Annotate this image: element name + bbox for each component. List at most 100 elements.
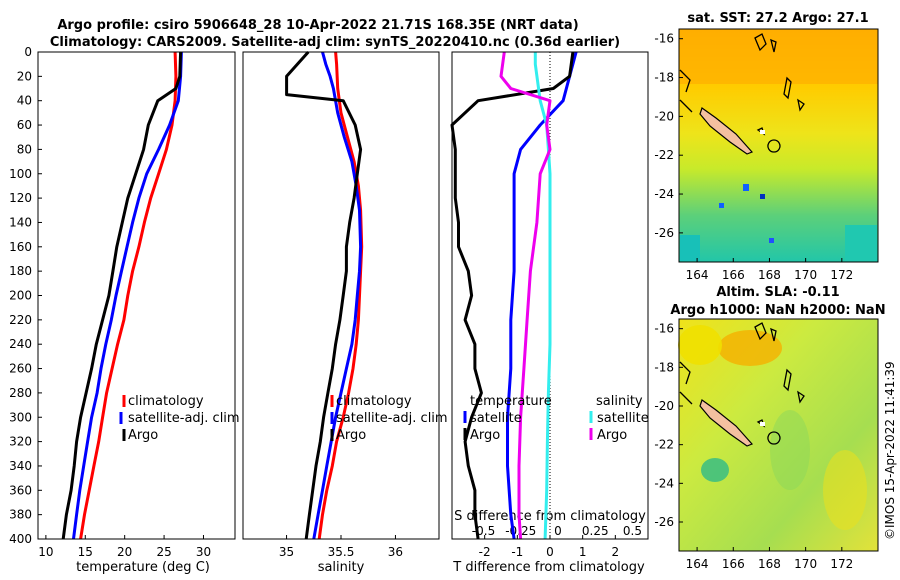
new-caledonia-island (699, 107, 754, 155)
sst-pixel (719, 203, 724, 208)
map-xtick-label: 168 (758, 268, 781, 282)
ytick-label: 160 (9, 240, 32, 254)
xtick-label: 36 (388, 545, 403, 559)
sla-map: Altim. SLA: -0.11 Argo h1000: NaN h2000:… (654, 285, 885, 571)
temperature-series (61, 51, 183, 540)
ytick-label: 240 (9, 337, 32, 351)
sla-low (770, 410, 810, 490)
map-ytick-label: -24 (654, 187, 674, 201)
map-ytick-label: -20 (654, 399, 674, 413)
map-xtick-label: 172 (830, 268, 853, 282)
series-line-climatology (79, 51, 178, 540)
sst-pixel (760, 194, 765, 199)
map-xtick-label: 168 (758, 557, 781, 571)
sst-map-title: sat. SST: 27.2 Argo: 27.1 (687, 11, 868, 26)
sst-cool-patch (680, 235, 700, 261)
legend-label-satellite: satellite-adj. clim (128, 411, 240, 426)
map-xtick-label: 172 (830, 557, 853, 571)
xtick-label: 0 (546, 545, 554, 559)
ytick-label: 120 (9, 191, 32, 205)
argo-position-marker (760, 130, 765, 134)
xtick-label: 2 (612, 545, 620, 559)
temperature-axes-box (37, 51, 236, 540)
sst-map-ticks: 164 166 168 170 172 -16 -18 -20 -22 -24 -26 (654, 32, 853, 282)
series-line-s-satellite (533, 52, 552, 540)
map-xtick-label: 164 (686, 557, 709, 571)
salinity-panel: salinity 35 35.5 36 climatology satellite-… (242, 51, 448, 575)
map-ytick-label: -22 (654, 438, 674, 452)
map-ytick-label: -26 (654, 226, 674, 240)
figure-title-line2: Climatology: CARS2009. Satellite-adj cli… (50, 35, 620, 50)
ytick-label: 80 (17, 142, 32, 156)
legend-label-satellite: satellite-adj. clim (336, 411, 448, 426)
ytick-label: 140 (9, 215, 32, 229)
sla-map-title-line2: Argo h1000: NaN h2000: NaN (670, 303, 885, 318)
legend-label-argo: Argo (470, 428, 500, 443)
difference-ticks: -2 -1 0 1 2-0.5 -0.25 0 0.25 0.5 (472, 524, 642, 559)
argo-position-marker (760, 422, 765, 426)
sst-map-frame (678, 28, 879, 263)
figure-title-line1: Argo profile: csiro 5906648_28 10-Apr-20… (57, 18, 578, 33)
legend-label-climatology: climatology (336, 394, 412, 409)
map-xtick-label: 170 (794, 268, 817, 282)
ytick-label: 20 (17, 69, 32, 83)
sla-low (701, 458, 729, 482)
ytick-label: 340 (9, 459, 32, 473)
legend-label-climatology: climatology (128, 394, 204, 409)
temperature-panel: temperature (deg C) 0 20 40 60 80 100 120 140 16… (9, 45, 240, 575)
legend-title-salinity: salinity (596, 394, 643, 409)
temperature-ticks: 0 20 40 60 80 100 120 140 160 180 200 220 240 260 280 3… (9, 45, 211, 559)
xtick-label: 10 (38, 545, 53, 559)
sla-high (718, 330, 782, 366)
ytick-label: 280 (9, 386, 32, 400)
map-xtick-label: 164 (686, 268, 709, 282)
xtick-label: 20 (117, 545, 132, 559)
xtick-label: -1 (511, 545, 523, 559)
difference-series (450, 51, 578, 540)
xtick-label: 35 (279, 545, 294, 559)
map-ytick-label: -26 (654, 515, 674, 529)
xtick-label: 1 (579, 545, 587, 559)
ytick-label: 60 (17, 118, 32, 132)
ytick-label: 200 (9, 289, 32, 303)
difference-legend-temperature: temperature satellite Argo (463, 394, 552, 443)
salinity-xlabel: salinity (318, 560, 365, 575)
new-caledonia-island (699, 399, 754, 447)
salinity-diff-tick-label: 0.25 (582, 524, 609, 538)
map-xtick-label: 166 (722, 557, 745, 571)
difference-xlabel: T difference from climatology (452, 560, 645, 575)
ytick-label: 100 (9, 167, 32, 181)
map-ytick-label: -16 (654, 322, 674, 336)
salinity-axes-box (242, 51, 440, 540)
ytick-label: 300 (9, 410, 32, 424)
series-line-argo (61, 51, 183, 540)
series-line-satellite-adj-clim (72, 51, 183, 540)
salinity-diff-tick-label: 0 (554, 524, 562, 538)
map-ytick-label: -22 (654, 148, 674, 162)
sst-warm-band (679, 29, 878, 84)
map-xtick-label: 166 (722, 268, 745, 282)
sla-high (678, 325, 722, 365)
map-ytick-label: -18 (654, 360, 674, 374)
legend-label-satellite: satellite (470, 411, 522, 426)
series-line-argo (285, 51, 363, 540)
xtick-label: 25 (156, 545, 171, 559)
map-ytick-label: -18 (654, 71, 674, 85)
ytick-label: 260 (9, 362, 32, 376)
sla-map-title-line1: Altim. SLA: -0.11 (716, 285, 839, 300)
legend-label-argo: Argo (336, 428, 366, 443)
ytick-label: 380 (9, 508, 32, 522)
sst-pixel (743, 184, 749, 191)
ytick-label: 320 (9, 435, 32, 449)
difference-axes-box (451, 51, 649, 540)
ytick-label: 180 (9, 264, 32, 278)
legend-label-argo: Argo (597, 428, 627, 443)
xtick-label: 15 (78, 545, 93, 559)
map-ytick-label: -16 (654, 32, 674, 46)
ytick-label: 40 (17, 94, 32, 108)
difference-legend-salinity: salinity satellite Argo (589, 394, 649, 443)
xtick-label: 35.5 (328, 545, 355, 559)
difference-xlabel-top: S difference from climatology (454, 509, 646, 524)
salinity-ticks: 35 35.5 36 (279, 535, 403, 559)
